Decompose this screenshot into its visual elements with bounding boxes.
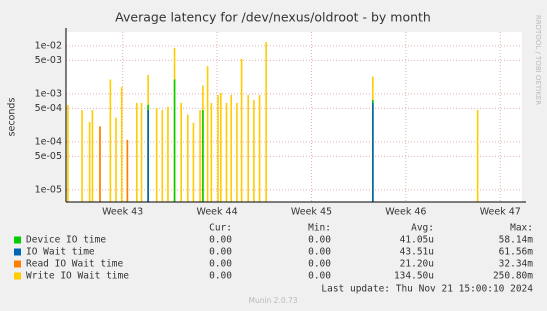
y-tick-label: 5e-03 <box>35 55 62 66</box>
legend-value: 134.50u <box>394 271 434 282</box>
legend-value: 21.20u <box>400 259 434 270</box>
x-tick-label: Week 43 <box>102 207 143 218</box>
x-tick-label: Week 46 <box>385 207 426 218</box>
side-label: RRDTOOL / TOBI OETIKER <box>534 15 542 105</box>
legend-label: Device IO time <box>26 235 106 246</box>
legend-value: 0.00 <box>308 271 331 282</box>
legend-value: 32.34m <box>499 259 534 270</box>
legend-value: 0.00 <box>308 247 331 258</box>
legend-swatch <box>14 248 21 256</box>
footer: Munin 2.0.73 <box>248 296 297 305</box>
y-tick-label: 1e-05 <box>35 184 62 195</box>
legend-label: Read IO Wait time <box>26 259 124 270</box>
legend-value: 43.51u <box>400 247 434 258</box>
legend-value: 0.00 <box>209 235 232 246</box>
legend-value: 61.56m <box>499 247 534 258</box>
legend-value: 0.00 <box>209 259 232 270</box>
x-tick-label: Week 44 <box>196 207 237 218</box>
y-tick-label: 1e-03 <box>35 88 62 99</box>
legend-swatch <box>14 236 21 244</box>
legend-value: 58.14m <box>499 235 534 246</box>
y-tick-label: 5e-04 <box>35 103 62 114</box>
y-tick-label: 5e-05 <box>35 151 62 162</box>
legend-header: Cur: <box>209 223 232 234</box>
legend-header: Min: <box>308 223 331 234</box>
last-update: Last update: Thu Nov 21 15:00:10 2024 <box>321 284 533 295</box>
x-tick-label: Week 47 <box>480 207 521 218</box>
legend-header: Max: <box>510 223 533 234</box>
chart-title: Average latency for /dev/nexus/oldroot -… <box>115 10 431 25</box>
legend-value: 0.00 <box>209 271 232 282</box>
legend-label: Write IO Wait time <box>26 271 129 282</box>
x-tick-label: Week 45 <box>291 207 332 218</box>
legend-value: 0.00 <box>308 259 331 270</box>
legend-value: 250.80m <box>493 271 533 282</box>
legend-label: IO Wait time <box>26 247 95 258</box>
y-tick-label: 1e-04 <box>35 136 62 147</box>
legend-swatch <box>14 260 21 268</box>
y-tick-label: 1e-02 <box>35 40 62 51</box>
legend-value: 0.00 <box>308 235 331 246</box>
y-axis-label: seconds <box>7 98 18 137</box>
plot-area <box>66 32 522 202</box>
legend-header: Avg: <box>411 223 434 234</box>
legend-swatch <box>14 272 21 280</box>
legend-value: 0.00 <box>209 247 232 258</box>
legend-value: 41.05u <box>400 235 434 246</box>
